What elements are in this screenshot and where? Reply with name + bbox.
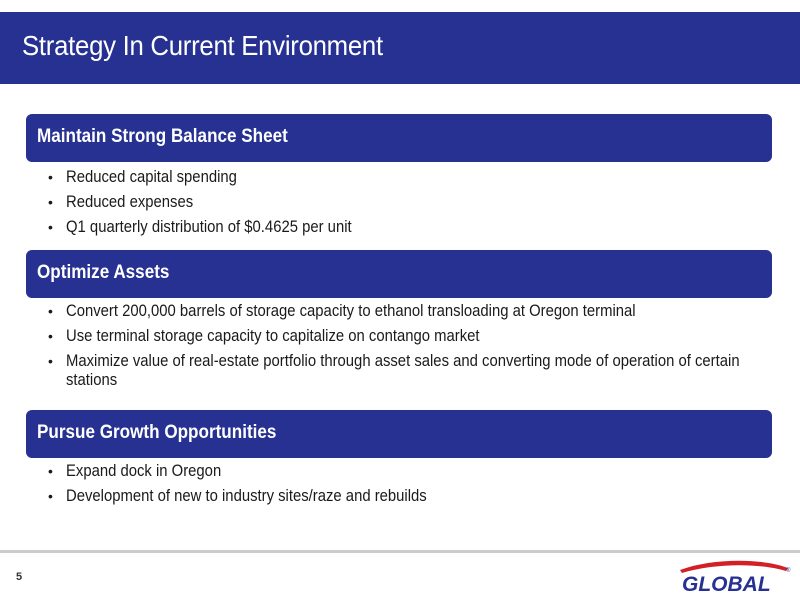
bullet-list-balance-sheet: • Reduced capital spending • Reduced expen… xyxy=(48,168,768,243)
bullet-dot-icon: • xyxy=(48,328,53,344)
bullet-item: • Convert 200,000 barrels of storage capa… xyxy=(48,302,636,320)
bullet-dot-icon: • xyxy=(48,463,53,479)
bullet-dot-icon: • xyxy=(48,353,53,369)
bullet-dot-icon: • xyxy=(48,488,53,504)
global-logo: GLOBAL ® xyxy=(680,560,791,596)
bullet-item: • Q1 quarterly distribution of $0.4625 pe… xyxy=(48,218,352,236)
bullet-item: • Reduced expenses xyxy=(48,193,194,211)
bullet-item: • Reduced capital spending xyxy=(48,168,237,186)
section-header-balance-sheet: Maintain Strong Balance Sheet xyxy=(26,114,772,162)
logo-swoosh-icon xyxy=(680,560,788,573)
footer-divider xyxy=(0,550,800,553)
title-bar: Strategy In Current Environment xyxy=(0,12,800,84)
page-number: 5 xyxy=(16,571,23,583)
bullet-list-growth: • Expand dock in Oregon • Development of n… xyxy=(48,462,768,512)
section-title: Optimize Assets xyxy=(37,262,170,283)
bullet-item: • Expand dock in Oregon xyxy=(48,462,222,480)
logo-text: GLOBAL xyxy=(682,573,771,596)
bullet-item: • Use terminal storage capacity to capita… xyxy=(48,327,480,345)
section-header-growth: Pursue Growth Opportunities xyxy=(26,410,772,458)
slide-title: Strategy In Current Environment xyxy=(22,30,383,61)
bullet-item: • Development of new to industry sites/ra… xyxy=(48,487,427,505)
bullet-item: • Maximize value of real-estate portfolio… xyxy=(48,352,740,389)
bullet-list-optimize-assets: • Convert 200,000 barrels of storage capa… xyxy=(48,302,768,396)
bullet-dot-icon: • xyxy=(48,194,53,210)
section-title: Pursue Growth Opportunities xyxy=(37,422,277,443)
bullet-dot-icon: • xyxy=(48,219,53,235)
logo-registered-mark: ® xyxy=(786,567,791,574)
bullet-dot-icon: • xyxy=(48,169,53,185)
bullet-dot-icon: • xyxy=(48,303,53,319)
section-title: Maintain Strong Balance Sheet xyxy=(37,126,288,147)
section-header-optimize-assets: Optimize Assets xyxy=(26,250,772,298)
